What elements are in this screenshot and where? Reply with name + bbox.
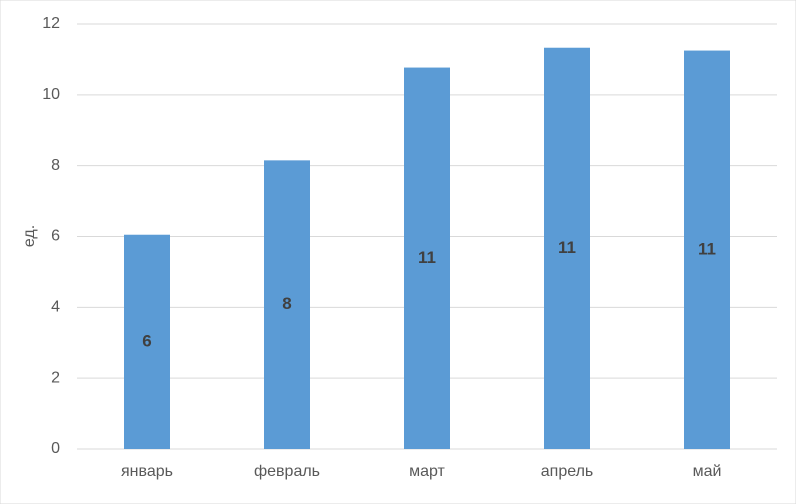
x-tick-label: апрель	[541, 463, 594, 480]
y-tick-label: 6	[51, 228, 60, 245]
x-tick-label: май	[693, 463, 722, 480]
bar	[544, 47, 590, 450]
y-tick-label: 10	[42, 86, 60, 103]
y-tick-label: 0	[51, 440, 60, 457]
data-label: 6	[142, 331, 151, 350]
y-tick-label: 2	[51, 369, 60, 386]
bar	[684, 50, 730, 449]
y-tick-label: 4	[51, 299, 60, 316]
bar	[264, 160, 310, 449]
x-tick-label: февраль	[254, 463, 320, 480]
data-label: 11	[698, 239, 716, 258]
bar	[124, 234, 170, 449]
y-tick-label: 8	[51, 157, 60, 174]
x-tick-label: январь	[121, 463, 173, 480]
data-label: 11	[418, 248, 436, 267]
x-tick-label: март	[409, 463, 445, 480]
bar	[404, 67, 450, 449]
data-label: 8	[282, 294, 291, 313]
y-axis-title: ед.	[21, 225, 38, 247]
y-tick-label: 12	[42, 15, 60, 32]
data-label: 11	[558, 238, 576, 257]
